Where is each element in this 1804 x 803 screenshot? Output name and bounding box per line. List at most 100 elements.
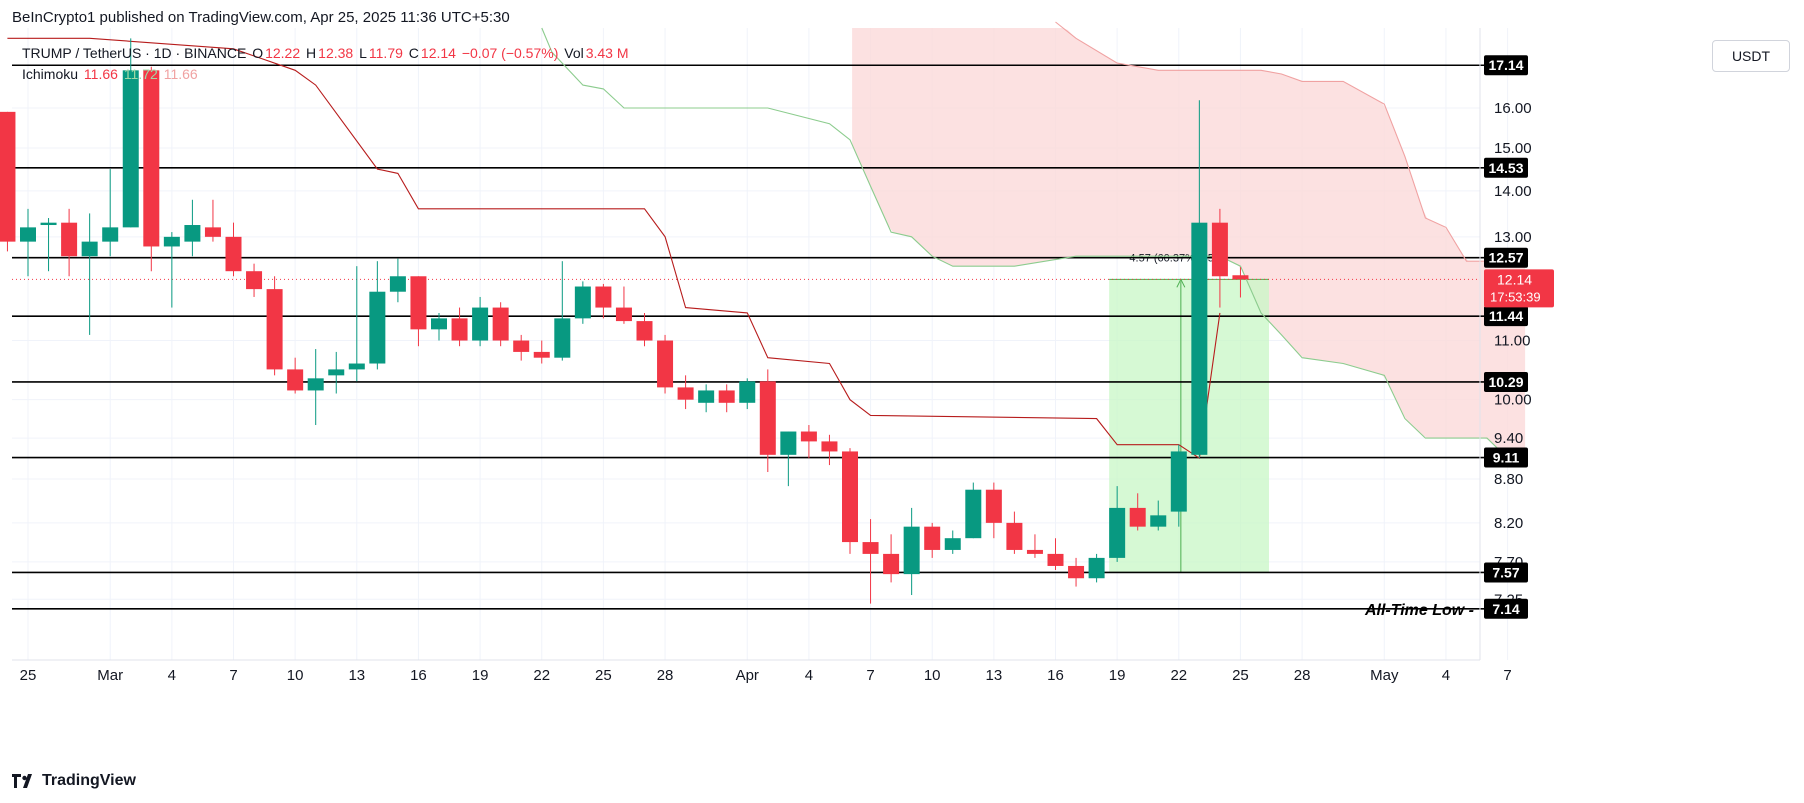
candle bbox=[369, 261, 386, 370]
candle bbox=[225, 222, 242, 277]
price-tick-label: 11.00 bbox=[1494, 333, 1530, 350]
time-tick-label: May bbox=[1370, 667, 1399, 684]
candle-body bbox=[780, 431, 797, 455]
candle-body bbox=[163, 236, 180, 247]
all-time-low-label: All-Time Low - bbox=[1364, 602, 1474, 619]
price-tick-label: 9.40 bbox=[1494, 430, 1523, 447]
price-labels: 17.14 14.53 12.57 11.44 10.29 9.11 7.57 7.14 All… bbox=[1364, 55, 1554, 619]
candle-body bbox=[307, 378, 324, 391]
time-tick-label: 19 bbox=[1109, 667, 1126, 684]
candle bbox=[472, 296, 489, 347]
candle bbox=[163, 232, 180, 308]
candle-body bbox=[1026, 549, 1043, 554]
candle bbox=[759, 369, 776, 473]
tradingview-logo: TradingView bbox=[12, 772, 136, 790]
candle-body bbox=[985, 489, 1002, 523]
candle-body bbox=[677, 387, 694, 400]
candle bbox=[451, 307, 468, 347]
candle bbox=[862, 519, 879, 604]
level-label-bg bbox=[1484, 157, 1528, 178]
currency-button[interactable]: USDT bbox=[1712, 40, 1790, 72]
candle bbox=[554, 261, 571, 361]
candle-body bbox=[513, 340, 530, 352]
candle-body bbox=[595, 286, 612, 308]
candle-body bbox=[533, 351, 550, 358]
candle bbox=[307, 349, 324, 426]
legend-ichimoku-label: Ichimoku bbox=[22, 66, 79, 82]
price-tick-label: 8.20 bbox=[1494, 515, 1523, 532]
level-label-bg bbox=[1484, 562, 1528, 583]
candle bbox=[677, 375, 694, 410]
candle bbox=[842, 448, 858, 554]
level-label: 14.53 bbox=[1488, 160, 1523, 176]
candle-body bbox=[739, 381, 756, 403]
level-label: 12.57 bbox=[1488, 250, 1523, 266]
candle bbox=[431, 312, 447, 341]
candle-body bbox=[821, 441, 838, 452]
level-label: 11.44 bbox=[1489, 308, 1523, 324]
tradingview-brand: TradingView bbox=[42, 772, 136, 789]
candle bbox=[985, 482, 1002, 539]
cloud-area bbox=[852, 28, 1526, 459]
candle bbox=[1088, 553, 1105, 583]
candle-body bbox=[903, 526, 920, 575]
measure-box bbox=[1109, 279, 1269, 573]
time-tick-label: 19 bbox=[472, 667, 489, 684]
time-tick-label: 13 bbox=[348, 667, 365, 684]
candle-body bbox=[862, 542, 879, 554]
candle-body bbox=[1129, 507, 1146, 527]
time-tick-label: 7 bbox=[866, 667, 874, 684]
tradingview-logo-icon bbox=[12, 774, 32, 788]
legend-ichimoku-v1: 11.66 bbox=[83, 66, 118, 82]
candle bbox=[574, 281, 591, 324]
candle-body bbox=[20, 227, 36, 242]
candle bbox=[1109, 486, 1126, 562]
candle bbox=[718, 384, 735, 413]
current-price-label-bg bbox=[1484, 269, 1554, 308]
candle-body bbox=[81, 241, 98, 257]
candle-body bbox=[636, 321, 653, 341]
candle-body bbox=[225, 236, 242, 272]
legend-ichimoku-v3: 11.66 bbox=[163, 66, 198, 82]
candle bbox=[1170, 444, 1187, 527]
candle-body bbox=[965, 489, 982, 539]
candle-body bbox=[1191, 222, 1208, 455]
level-label: 9.11 bbox=[1493, 450, 1520, 466]
candle-body bbox=[883, 553, 900, 575]
candle-body bbox=[944, 538, 961, 550]
candle bbox=[903, 507, 920, 596]
candle bbox=[81, 213, 98, 335]
time-tick-label: 28 bbox=[1294, 667, 1311, 684]
candle bbox=[1068, 557, 1085, 587]
candle-body bbox=[472, 307, 489, 341]
time-tick-label: 22 bbox=[533, 667, 550, 684]
candle bbox=[657, 334, 674, 394]
legend-vol-label: Vol bbox=[564, 45, 584, 61]
candle-body bbox=[1211, 222, 1228, 277]
candle bbox=[328, 351, 345, 394]
level-label-bg bbox=[1484, 447, 1528, 468]
candle-body bbox=[718, 390, 735, 403]
candle bbox=[1232, 267, 1249, 298]
legend-ichimoku: Ichimoku 11.66 11.72 11.66 bbox=[22, 66, 200, 82]
price-tick-label: 8.80 bbox=[1494, 471, 1523, 488]
price-tick-label: 14.00 bbox=[1494, 183, 1532, 200]
time-tick-label: 4 bbox=[805, 667, 813, 684]
candle-body bbox=[1068, 565, 1085, 579]
candle bbox=[944, 530, 961, 554]
current-price-label: 12.14 bbox=[1497, 271, 1532, 287]
candle-body bbox=[698, 390, 715, 403]
candle-body bbox=[842, 451, 858, 543]
time-tick-label: Mar bbox=[97, 667, 123, 684]
candle bbox=[698, 384, 715, 413]
legend-c-label: C bbox=[408, 45, 419, 61]
time-tick-label: Apr bbox=[736, 667, 759, 684]
candle-body bbox=[574, 286, 591, 319]
time-tick-label: 28 bbox=[657, 667, 674, 684]
candle bbox=[0, 111, 16, 252]
level-label-bg bbox=[1484, 598, 1528, 619]
level-label-bg bbox=[1484, 247, 1528, 268]
level-label-bg bbox=[1484, 306, 1528, 327]
legend-ohlc: TRUMP / TetherUS · 1D · BINANCE O 12.22 H… bbox=[22, 45, 631, 61]
